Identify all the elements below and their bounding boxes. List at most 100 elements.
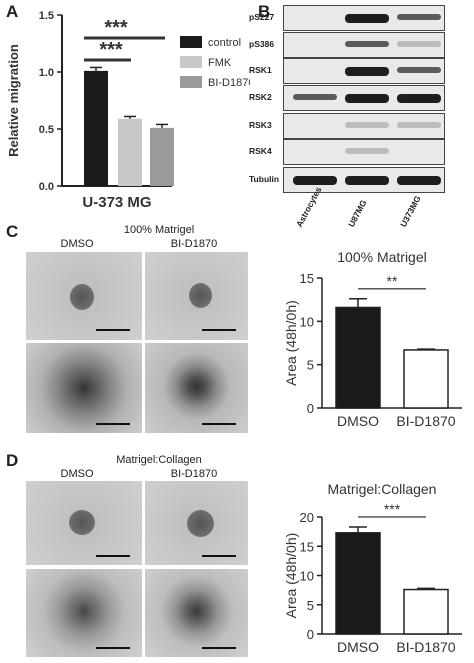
micrograph-c-bid-0h xyxy=(145,252,248,340)
migration-bar-chart: 0.0 0.5 1.0 1.5 Relative migration U-373 MG **… xyxy=(6,10,250,211)
blot-lane-label: U87MG xyxy=(346,198,369,229)
y-tick-label: 20 xyxy=(300,510,314,525)
bar-dmso xyxy=(335,532,381,635)
scale-bar xyxy=(96,329,130,331)
col-label-dmso-d: DMSO xyxy=(60,468,94,480)
y-tick-label: 0.0 xyxy=(39,181,54,193)
y-tick-label: 5 xyxy=(307,358,314,373)
x-tick-label: BI-D1870 xyxy=(396,639,455,655)
y-tick-label: 10 xyxy=(300,314,314,329)
y-tick-label: 1.5 xyxy=(39,10,54,22)
y-tick-label: 5 xyxy=(307,598,314,613)
micrograph-c-bid-48h xyxy=(145,343,248,433)
scale-bar xyxy=(202,329,236,331)
blot-band xyxy=(345,41,389,47)
legend-swatch-fmk xyxy=(180,56,202,68)
blot-row-label: RSK4 xyxy=(249,146,272,156)
bar-bi-d1870 xyxy=(150,127,174,186)
bar-dmso xyxy=(335,306,381,409)
bar-bi-d1870 xyxy=(403,588,449,635)
blot-row-label: pS386 xyxy=(249,39,275,49)
col-label-bid-c: BI-D1870 xyxy=(170,238,218,250)
chart-title: Matrigel:Collagen xyxy=(328,481,437,497)
blot-band xyxy=(345,176,389,185)
blot-strip xyxy=(283,85,445,111)
panel-label-c: C xyxy=(6,222,19,241)
blot-row-label: pS227 xyxy=(249,12,275,22)
blot-row-label: RSK1 xyxy=(249,65,272,75)
micrograph-c-dmso-0h xyxy=(26,252,142,340)
micrograph-d-dmso-0h xyxy=(26,481,142,565)
blot-strip xyxy=(283,113,445,139)
y-tick-label: 0 xyxy=(307,401,314,416)
micrograph-d-bid-48h xyxy=(145,569,248,657)
panel-label-d: D xyxy=(6,451,19,470)
scale-bar xyxy=(202,647,236,649)
panel-label-a: A xyxy=(6,2,19,21)
blot-strip xyxy=(283,139,445,165)
chart-title: 100% Matrigel xyxy=(337,249,427,265)
col-label-dmso-c: DMSO xyxy=(60,238,94,250)
blot-band xyxy=(397,94,441,103)
blot-band xyxy=(397,67,441,73)
blot-band xyxy=(293,94,337,100)
y-tick-label: 0 xyxy=(307,627,314,642)
blot-strip xyxy=(283,58,445,84)
blot-strip xyxy=(283,5,445,31)
significance-marker: *** xyxy=(384,501,401,517)
blot-row-label: Tubulin xyxy=(249,174,280,184)
x-axis-label: U-373 MG xyxy=(82,194,151,211)
western-blot: pS227 pS386 RSK1 RSK2 RSK3 RSK4 Tubulin Astrocy… xyxy=(0,0,474,229)
micrograph-c-dmso-48h xyxy=(26,343,142,433)
scale-bar xyxy=(202,423,236,425)
legend-swatch-control xyxy=(180,36,202,48)
blot-lane-label: U373MG xyxy=(398,193,423,229)
significance-marker: ** xyxy=(387,273,398,289)
significance-marker: *** xyxy=(99,39,123,61)
y-tick-label: 10 xyxy=(300,569,314,584)
blot-band xyxy=(397,41,441,47)
blot-band xyxy=(345,94,389,103)
col-label-bid-d: BI-D1870 xyxy=(170,468,218,480)
blot-band xyxy=(345,148,389,154)
y-axis-label: Area (48h/0h) xyxy=(283,300,299,386)
blot-band xyxy=(397,122,441,128)
micro-title-d: Matrigel:Collagen xyxy=(116,454,202,466)
blot-band xyxy=(345,14,389,23)
scale-bar xyxy=(96,423,130,425)
blot-strip xyxy=(283,32,445,58)
blot-strip xyxy=(283,167,445,193)
legend-label: control xyxy=(208,37,241,49)
panel-label-b: B xyxy=(258,2,271,21)
y-tick-label: 15 xyxy=(300,539,314,554)
x-tick-label: BI-D1870 xyxy=(396,413,455,429)
scale-bar xyxy=(202,555,236,557)
significance-marker: *** xyxy=(104,17,128,39)
scale-bar xyxy=(96,647,130,649)
micro-title-c: 100% Matrigel xyxy=(123,224,195,236)
scale-bar xyxy=(96,555,130,557)
y-axis-label: Area (48h/0h) xyxy=(283,533,299,619)
y-axis-label: Relative migration xyxy=(6,44,21,157)
bar-bi-d1870 xyxy=(403,349,449,409)
bar-fmk xyxy=(118,118,142,186)
y-tick-label: 1.0 xyxy=(39,67,54,79)
micrograph-d-bid-0h xyxy=(145,481,248,565)
blot-band xyxy=(293,176,337,185)
blot-band xyxy=(345,122,389,128)
legend-swatch-bi-d1870 xyxy=(180,76,202,88)
blot-band xyxy=(345,67,389,76)
y-tick-label: 15 xyxy=(300,271,314,286)
bar-control xyxy=(84,70,108,186)
blot-row-label: RSK2 xyxy=(249,92,272,102)
y-tick-label: 0.5 xyxy=(39,124,54,136)
blot-band xyxy=(397,14,441,20)
legend-label: FMK xyxy=(208,57,232,69)
x-tick-label: DMSO xyxy=(337,413,379,429)
micrograph-d-dmso-48h xyxy=(26,569,142,657)
legend-label: BI-D1870 xyxy=(208,77,250,89)
blot-band xyxy=(397,176,441,185)
